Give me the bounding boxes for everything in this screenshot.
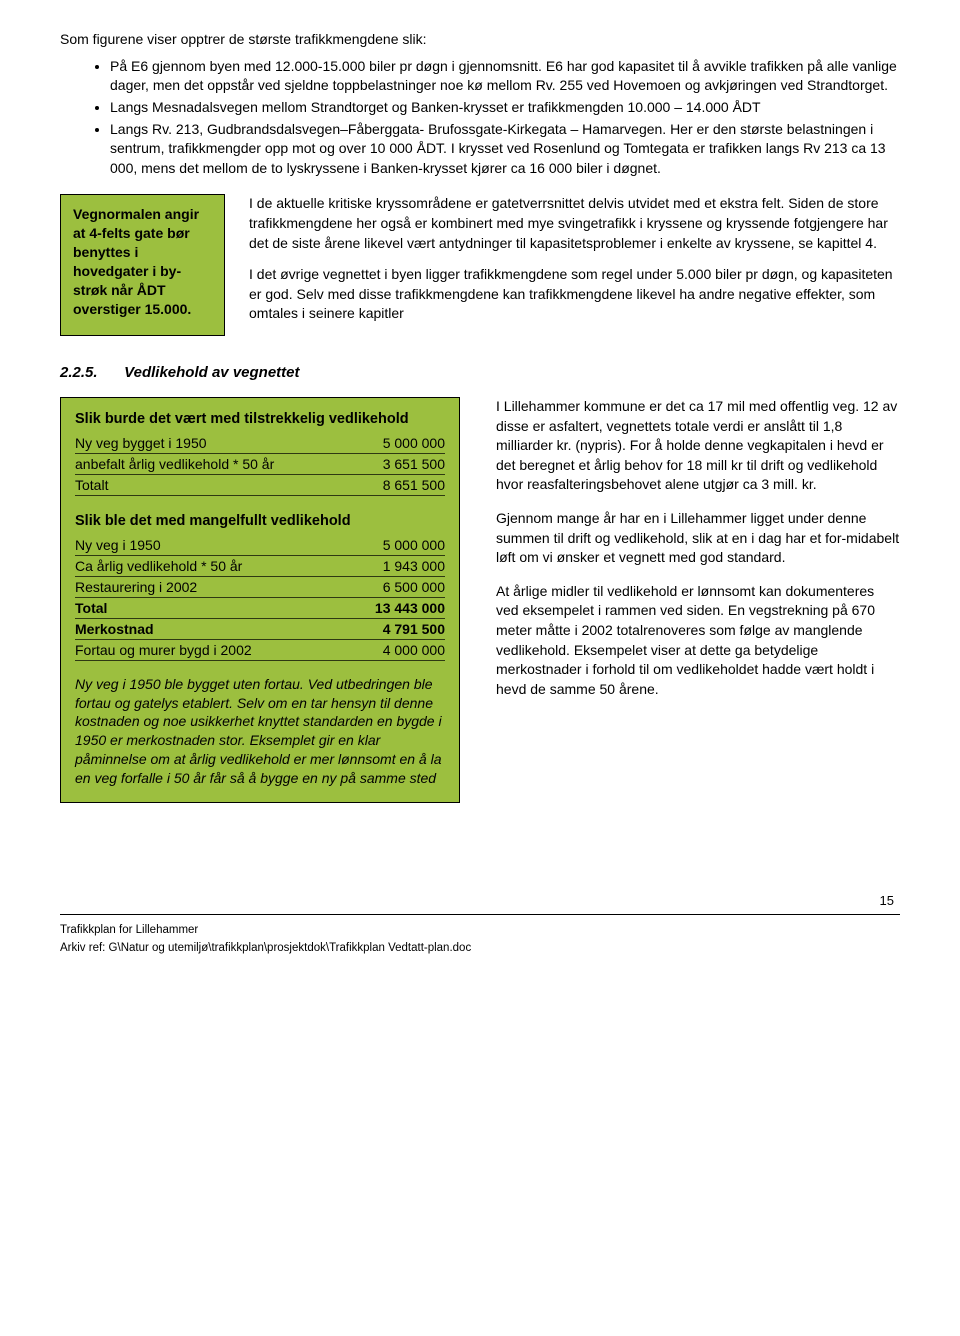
paragraph: I de aktuelle kritiske kryssområdene er … bbox=[249, 194, 900, 253]
table-title-2: Slik ble det med mangelfullt vedlikehold bbox=[75, 512, 445, 531]
section-heading: 2.2.5. Vedlikehold av vegnettet bbox=[60, 364, 900, 381]
callout-box: Vegnormalen angir at 4-felts gate bør be… bbox=[60, 194, 225, 336]
row-label: Total bbox=[75, 600, 107, 616]
table-row: Ny veg i 1950 5 000 000 bbox=[75, 535, 445, 556]
maintenance-cost-panel: Slik burde det vært med tilstrekkelig ve… bbox=[60, 397, 460, 803]
section-number: 2.2.5. bbox=[60, 364, 120, 381]
paragraph: I Lillehammer kommune er det ca 17 mil m… bbox=[496, 397, 900, 495]
row-value: 8 651 500 bbox=[383, 477, 445, 493]
paragraph: At årlige midler til vedlikehold er lønn… bbox=[496, 582, 900, 700]
right-body-text: I Lillehammer kommune er det ca 17 mil m… bbox=[496, 397, 900, 803]
intro-text: Som figurene viser opptrer de største tr… bbox=[60, 30, 900, 49]
row-label: Ny veg i 1950 bbox=[75, 537, 161, 553]
table-row: Ca årlig vedlikehold * 50 år 1 943 000 bbox=[75, 556, 445, 577]
table-row-total: Totalt 8 651 500 bbox=[75, 475, 445, 496]
table-row: Restaurering i 2002 6 500 000 bbox=[75, 577, 445, 598]
footer-path: Arkiv ref: G\Natur og utemiljø\trafikkpl… bbox=[60, 939, 900, 957]
right-paragraphs: I de aktuelle kritiske kryssområdene er … bbox=[249, 194, 900, 336]
page-number: 15 bbox=[60, 893, 900, 908]
row-value: 1 943 000 bbox=[383, 558, 445, 574]
row-label: Totalt bbox=[75, 477, 108, 493]
footer-lines: Trafikkplan for Lillehammer Arkiv ref: G… bbox=[60, 914, 900, 958]
paragraph: Gjennom mange år har en i Lillehammer li… bbox=[496, 509, 900, 568]
table-row: Ny veg bygget i 1950 5 000 000 bbox=[75, 433, 445, 454]
row-value: 3 651 500 bbox=[383, 456, 445, 472]
list-item: Langs Mesnadalsvegen mellom Strandtorget… bbox=[110, 98, 900, 118]
row-label: Merkostnad bbox=[75, 621, 154, 637]
row-value: 4 791 500 bbox=[383, 621, 445, 637]
list-item: Langs Rv. 213, Gudbrandsdalsvegen–Fåberg… bbox=[110, 120, 900, 179]
table-title-1: Slik burde det vært med tilstrekkelig ve… bbox=[75, 410, 445, 429]
two-column-block: Vegnormalen angir at 4-felts gate bør be… bbox=[60, 194, 900, 336]
row-value: 5 000 000 bbox=[383, 435, 445, 451]
table-row-total: Total 13 443 000 bbox=[75, 598, 445, 619]
row-value: 4 000 000 bbox=[383, 642, 445, 658]
page-footer: 15 Trafikkplan for Lillehammer Arkiv ref… bbox=[60, 893, 900, 958]
section-title: Vedlikehold av vegnettet bbox=[124, 364, 299, 381]
list-item: På E6 gjennom byen med 12.000-15.000 bil… bbox=[110, 57, 900, 96]
row-label: Ny veg bygget i 1950 bbox=[75, 435, 207, 451]
row-label: Fortau og murer bygd i 2002 bbox=[75, 642, 252, 658]
lower-two-column: Slik burde det vært med tilstrekkelig ve… bbox=[60, 397, 900, 803]
row-label: Restaurering i 2002 bbox=[75, 579, 197, 595]
row-value: 5 000 000 bbox=[383, 537, 445, 553]
row-label: anbefalt årlig vedlikehold * 50 år bbox=[75, 456, 274, 472]
table-row: anbefalt årlig vedlikehold * 50 år 3 651… bbox=[75, 454, 445, 475]
document-page: Som figurene viser opptrer de største tr… bbox=[0, 0, 960, 978]
panel-footnote: Ny veg i 1950 ble bygget uten fortau. Ve… bbox=[75, 675, 445, 788]
table-row-merkostnad: Merkostnad 4 791 500 bbox=[75, 619, 445, 640]
row-value: 6 500 000 bbox=[383, 579, 445, 595]
bullet-list: På E6 gjennom byen med 12.000-15.000 bil… bbox=[60, 57, 900, 179]
row-value: 13 443 000 bbox=[375, 600, 445, 616]
row-label: Ca årlig vedlikehold * 50 år bbox=[75, 558, 242, 574]
footer-title: Trafikkplan for Lillehammer bbox=[60, 921, 900, 939]
callout-text: Vegnormalen angir at 4-felts gate bør be… bbox=[73, 205, 212, 318]
paragraph: I det øvrige vegnettet i byen ligger tra… bbox=[249, 265, 900, 324]
table-row: Fortau og murer bygd i 2002 4 000 000 bbox=[75, 640, 445, 661]
